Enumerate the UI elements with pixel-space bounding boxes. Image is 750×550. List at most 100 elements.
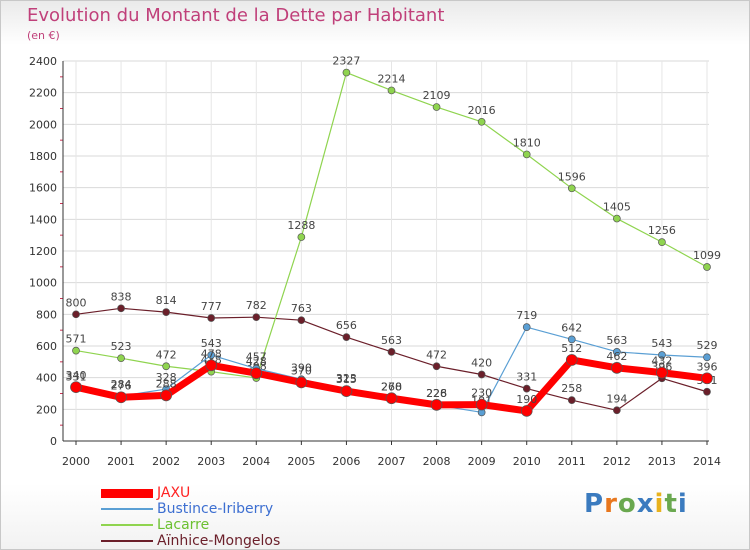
- data-label: 194: [606, 392, 627, 405]
- data-label: 390: [291, 361, 312, 374]
- data-label: 258: [561, 382, 582, 395]
- data-point: [477, 370, 486, 379]
- logo-letter: i: [677, 489, 688, 519]
- data-label: 226: [426, 387, 447, 400]
- legend-swatch: [101, 508, 153, 510]
- data-label: 270: [381, 380, 402, 393]
- data-label: 782: [246, 299, 267, 312]
- data-label: 478: [201, 347, 222, 360]
- data-label: 472: [156, 348, 177, 361]
- y-tick-label: 1000: [29, 277, 57, 290]
- x-tick-label: 2011: [558, 455, 586, 468]
- y-tick-label: 1400: [29, 213, 57, 226]
- logo-letter: i: [654, 489, 665, 519]
- data-label: 190: [516, 393, 537, 406]
- data-label: 2109: [423, 89, 451, 102]
- legend-swatch: [101, 524, 153, 526]
- data-point: [297, 233, 306, 241]
- data-point: [701, 372, 713, 385]
- data-label: 331: [516, 371, 537, 384]
- x-tick-label: 2000: [62, 455, 90, 468]
- logo-letter: r: [604, 489, 618, 519]
- data-label: 763: [291, 302, 312, 315]
- data-label: 472: [426, 348, 447, 361]
- data-point: [656, 366, 668, 379]
- data-label: 2327: [332, 55, 360, 68]
- y-tick-label: 1800: [29, 150, 57, 163]
- data-point: [117, 354, 125, 363]
- data-label: 2016: [468, 104, 496, 117]
- data-label: 642: [561, 321, 582, 334]
- y-tick-label: 600: [36, 340, 57, 353]
- data-point: [295, 376, 308, 389]
- data-label: 1256: [648, 224, 676, 237]
- y-tick-label: 400: [36, 372, 57, 385]
- x-tick-label: 2001: [107, 455, 135, 468]
- legend-item: Lacarre: [101, 517, 280, 533]
- data-point: [522, 150, 531, 159]
- y-tick-label: 2200: [29, 87, 57, 100]
- data-label: 284: [111, 378, 132, 391]
- data-label: 1596: [558, 170, 586, 183]
- data-point: [342, 333, 351, 341]
- data-label: 228: [426, 387, 447, 400]
- data-label: 563: [381, 334, 402, 347]
- data-label: 276: [111, 379, 132, 392]
- x-tick-label: 2007: [378, 455, 406, 468]
- x-tick-label: 2012: [603, 455, 631, 468]
- legend-swatch: [101, 540, 153, 542]
- data-point: [613, 214, 621, 223]
- data-label: 1288: [287, 219, 315, 232]
- data-label: 462: [606, 350, 627, 363]
- data-label: 800: [66, 296, 87, 309]
- data-point: [567, 335, 576, 344]
- data-label: 328: [156, 371, 177, 384]
- data-point: [162, 308, 170, 316]
- data-point: [613, 348, 621, 356]
- data-point: [430, 399, 443, 411]
- data-label: 230: [471, 387, 492, 400]
- data-label: 814: [156, 294, 177, 307]
- data-point: [703, 353, 711, 362]
- data-label: 323: [336, 372, 357, 385]
- data-point: [250, 367, 263, 380]
- data-label: 396: [697, 360, 718, 373]
- x-tick-label: 2004: [242, 455, 270, 468]
- x-tick-label: 2006: [332, 455, 360, 468]
- x-tick-label: 2014: [693, 455, 721, 468]
- data-point: [115, 391, 127, 404]
- data-point: [72, 310, 80, 319]
- y-tick-label: 1600: [29, 182, 57, 195]
- data-point: [387, 348, 396, 356]
- data-point: [252, 313, 261, 322]
- data-point: [117, 304, 125, 313]
- chart-unit: (en €): [27, 29, 60, 42]
- x-tick-label: 2013: [648, 455, 676, 468]
- data-point: [567, 184, 576, 193]
- data-label: 543: [201, 337, 222, 350]
- data-point: [520, 405, 533, 417]
- data-label: 1405: [603, 201, 631, 214]
- data-point: [658, 238, 666, 246]
- legend-label: Lacarre: [157, 517, 210, 533]
- data-label: 1099: [693, 249, 721, 262]
- data-label: 2214: [378, 72, 406, 85]
- data-label: 529: [697, 339, 718, 352]
- data-point: [160, 389, 172, 402]
- data-label: 288: [156, 377, 177, 390]
- data-point: [385, 392, 398, 405]
- data-label: 563: [606, 334, 627, 347]
- data-label: 838: [111, 290, 132, 303]
- data-point: [703, 387, 711, 396]
- data-label: 331: [66, 371, 87, 384]
- data-point: [522, 384, 531, 393]
- y-tick-label: 2000: [29, 118, 57, 131]
- data-label: 656: [336, 319, 357, 332]
- data-label: 268: [381, 381, 402, 394]
- data-label: 457: [246, 351, 267, 364]
- data-point: [613, 406, 621, 415]
- x-tick-label: 2002: [152, 455, 180, 468]
- data-point: [340, 385, 353, 397]
- data-label: 571: [66, 333, 87, 346]
